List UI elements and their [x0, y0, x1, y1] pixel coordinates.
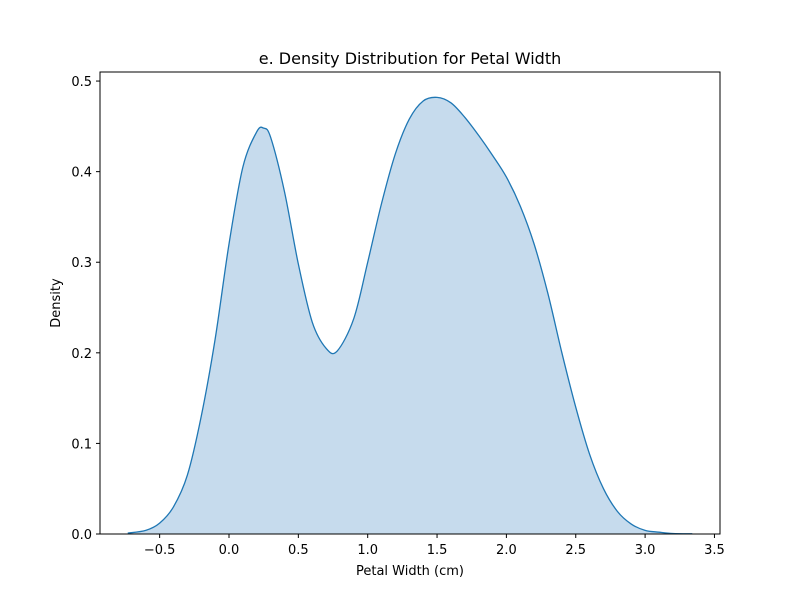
y-tick-label: 0.1 [71, 437, 92, 452]
y-tick-label: 0.2 [71, 347, 92, 362]
x-axis: −0.5 0.0 0.5 1.0 1.5 2.0 2.5 3.0 3.5 [144, 534, 725, 558]
density-curve-line [127, 96, 693, 535]
x-tick-label: 0.0 [219, 543, 240, 558]
y-tick-label: 0.0 [71, 528, 92, 543]
y-tick-label: 0.5 [71, 75, 92, 90]
y-axis: 0.0 0.1 0.2 0.3 0.4 0.5 [71, 75, 100, 543]
x-tick-label: 3.0 [635, 543, 656, 558]
x-tick-label: −0.5 [144, 543, 176, 558]
x-tick-label: 0.5 [288, 543, 309, 558]
x-tick-label: 2.5 [565, 543, 586, 558]
y-tick-label: 0.3 [71, 256, 92, 271]
plot-frame [99, 71, 721, 535]
x-tick-label: 3.5 [704, 543, 725, 558]
plot-area [127, 96, 693, 535]
y-axis-label: Density [49, 278, 64, 328]
x-tick-label: 2.0 [496, 543, 517, 558]
y-tick-label: 0.4 [71, 166, 92, 181]
x-tick-label: 1.5 [427, 543, 448, 558]
density-area-fill [127, 97, 693, 535]
x-axis-label: Petal Width (cm) [356, 564, 464, 579]
chart-title: e. Density Distribution for Petal Width [259, 49, 561, 68]
x-tick-label: 1.0 [357, 543, 378, 558]
